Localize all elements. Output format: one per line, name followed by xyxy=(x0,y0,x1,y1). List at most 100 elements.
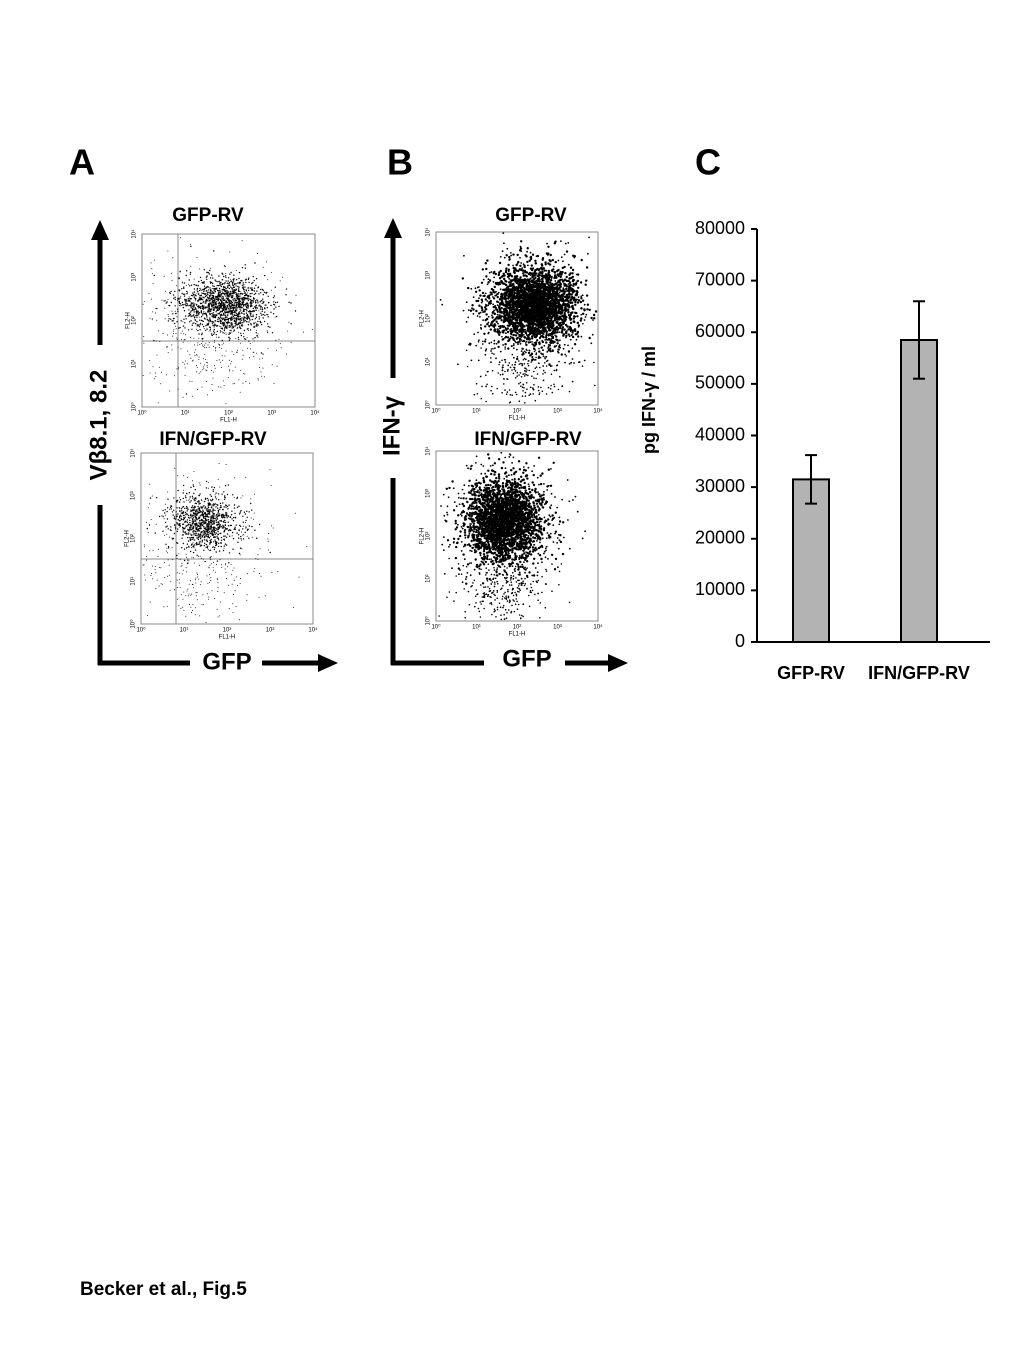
event-dot xyxy=(250,301,252,304)
event-dot xyxy=(253,338,255,340)
event-dot xyxy=(235,314,237,316)
event-dot xyxy=(238,529,240,532)
event-dot xyxy=(147,532,149,534)
event-dot xyxy=(182,325,185,327)
event-dot xyxy=(228,333,230,335)
event-dot xyxy=(221,295,223,297)
event-dot xyxy=(247,324,250,326)
event-dot xyxy=(240,497,242,499)
event-dot xyxy=(185,393,187,395)
event-dot xyxy=(193,322,195,324)
event-dot xyxy=(540,346,543,349)
event-dot xyxy=(180,515,182,518)
event-dot xyxy=(217,509,219,511)
event-dot xyxy=(257,336,259,338)
event-dot xyxy=(272,296,275,299)
event-dot xyxy=(222,502,224,504)
event-dot xyxy=(279,280,281,282)
event-dot xyxy=(218,359,220,361)
event-dot xyxy=(181,562,183,564)
event-dot xyxy=(242,382,244,384)
event-dot xyxy=(168,305,169,307)
event-dot xyxy=(264,595,266,597)
event-dot xyxy=(203,313,206,315)
event-dot xyxy=(262,354,264,356)
event-dot xyxy=(254,567,256,569)
event-dot xyxy=(510,300,513,303)
event-dot xyxy=(174,296,176,298)
event-dot xyxy=(522,339,526,343)
event-dot xyxy=(242,286,244,288)
event-dot xyxy=(207,271,210,274)
event-dot xyxy=(195,308,197,310)
event-dot xyxy=(230,286,232,288)
event-dot xyxy=(190,307,192,309)
event-dot xyxy=(256,299,258,301)
event-dot xyxy=(176,368,178,370)
event-dot xyxy=(170,301,172,304)
event-dot xyxy=(207,549,209,551)
event-dot xyxy=(219,508,221,511)
event-dot xyxy=(197,305,199,308)
event-dot xyxy=(499,269,502,273)
event-dot xyxy=(174,298,176,301)
event-dot xyxy=(216,551,217,553)
event-dot xyxy=(182,396,184,398)
event-dot xyxy=(170,505,172,507)
event-dot xyxy=(226,528,228,530)
event-dot xyxy=(186,493,188,495)
event-dot xyxy=(245,281,247,284)
event-dot xyxy=(215,544,218,546)
event-dot xyxy=(486,259,489,262)
event-dot xyxy=(206,323,208,325)
event-dot xyxy=(224,299,226,301)
event-dot xyxy=(243,336,245,338)
event-dot xyxy=(178,517,181,519)
event-dot xyxy=(153,259,155,261)
event-dot xyxy=(212,509,214,511)
event-dot xyxy=(184,495,187,497)
event-dot xyxy=(189,527,191,530)
event-dot xyxy=(252,307,255,310)
flow-axis-label: FL1-H xyxy=(219,635,236,641)
event-dot xyxy=(189,604,190,605)
event-dot xyxy=(196,354,198,355)
event-dot xyxy=(220,539,223,541)
event-dot xyxy=(158,515,161,518)
event-dot xyxy=(209,530,211,532)
event-dot xyxy=(155,523,157,525)
event-dot xyxy=(215,527,217,529)
event-dot xyxy=(211,274,213,276)
event-dot xyxy=(216,360,218,361)
event-dot xyxy=(160,383,162,385)
event-dot xyxy=(152,366,154,368)
event-dot xyxy=(243,298,246,300)
event-dot xyxy=(221,366,222,368)
event-dot xyxy=(196,284,198,287)
event-dot xyxy=(172,330,174,332)
event-dot xyxy=(190,510,192,513)
event-dot xyxy=(182,484,185,487)
event-dot xyxy=(196,509,198,511)
event-dot xyxy=(225,544,228,546)
event-dot xyxy=(217,537,219,539)
event-dot xyxy=(210,519,212,521)
event-dot xyxy=(228,333,230,335)
event-dot xyxy=(246,302,248,304)
event-dot xyxy=(187,545,189,547)
event-dot xyxy=(245,289,247,291)
event-dot xyxy=(209,312,211,314)
event-dot xyxy=(495,320,498,323)
event-dot xyxy=(165,290,167,292)
event-dot xyxy=(487,281,490,284)
event-dot xyxy=(195,523,197,526)
event-dot xyxy=(185,270,188,272)
event-dot xyxy=(563,312,566,315)
event-dot xyxy=(255,307,257,309)
event-dot xyxy=(194,514,196,516)
event-dot xyxy=(241,548,243,550)
event-dot xyxy=(191,520,193,522)
event-dot xyxy=(208,304,211,306)
event-dot xyxy=(177,513,179,515)
event-dot xyxy=(203,525,205,528)
